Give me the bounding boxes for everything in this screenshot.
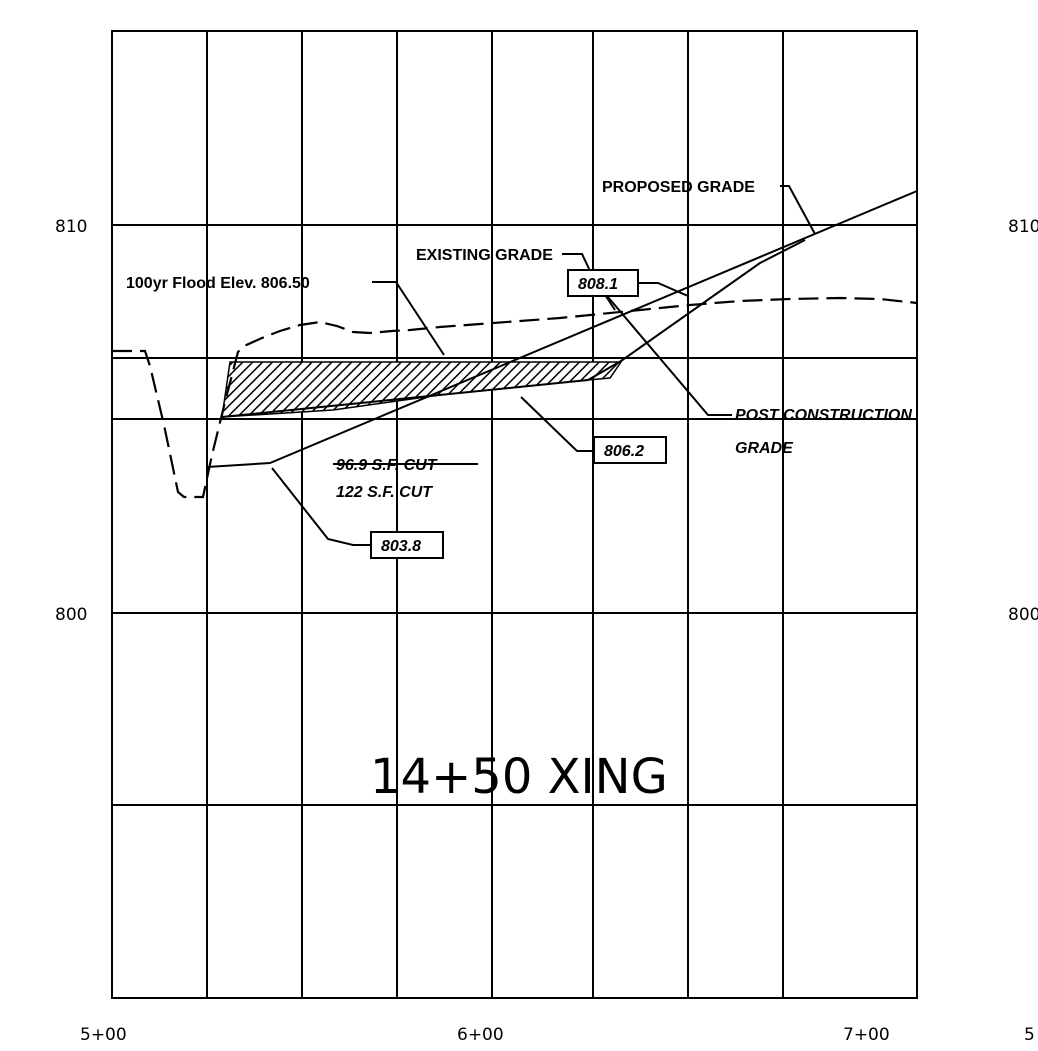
leader-803 xyxy=(271,467,371,546)
box-806 xyxy=(593,436,667,464)
x-tick-500: 5+00 xyxy=(80,1025,127,1045)
box-806-value: 806.2 xyxy=(604,443,644,460)
x-tick-700: 7+00 xyxy=(843,1025,890,1045)
post-construction-grade-line xyxy=(221,239,806,418)
grid xyxy=(111,30,918,999)
box-808-value: 808.1 xyxy=(578,276,618,293)
cut-new-label: 122 S.F. CUT xyxy=(336,484,433,501)
leader-806 xyxy=(520,396,594,452)
flood-elev-label: 100yr Flood Elev. 806.50 xyxy=(126,275,310,292)
post-construction-label-2: GRADE xyxy=(735,440,794,457)
leader-flood xyxy=(372,281,445,356)
cut-old-label: 96.9 S.F. CUT xyxy=(336,457,438,474)
x-tick-600: 6+00 xyxy=(457,1025,504,1045)
box-803-value: 803.8 xyxy=(381,538,421,555)
existing-grade-label: EXISTING GRADE xyxy=(416,247,553,264)
right-y-tick-810: 810 xyxy=(1008,217,1038,237)
box-803 xyxy=(370,531,444,559)
right-x-tick: 5 xyxy=(1024,1025,1035,1045)
leader-proposed xyxy=(780,185,816,235)
post-construction-label-1: POST CONSTRUCTION xyxy=(735,407,912,424)
leader-808 xyxy=(638,282,689,297)
y-tick-810: 810 xyxy=(55,217,87,237)
proposed-grade-line xyxy=(206,190,918,468)
section-title: 14+50 XING xyxy=(370,749,668,805)
leader-post xyxy=(601,289,732,416)
cut-area-hatch xyxy=(221,361,623,418)
proposed-grade-label: PROPOSED GRADE xyxy=(602,179,755,196)
right-y-tick-800: 800 xyxy=(1008,605,1038,625)
plot-frame xyxy=(111,30,918,999)
box-808 xyxy=(567,269,639,297)
y-tick-800: 800 xyxy=(55,605,87,625)
